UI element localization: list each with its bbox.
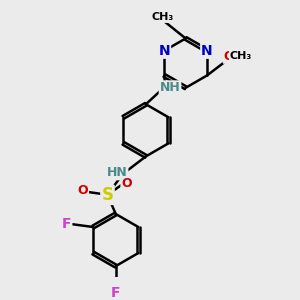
Text: O: O: [77, 184, 88, 197]
Text: CH₃: CH₃: [151, 12, 173, 22]
Text: HN: HN: [107, 166, 128, 179]
Text: S: S: [101, 186, 113, 204]
Text: F: F: [111, 286, 121, 300]
Text: N: N: [201, 44, 213, 58]
Text: O: O: [224, 50, 234, 63]
Text: F: F: [62, 217, 71, 231]
Text: N: N: [158, 44, 170, 58]
Text: O: O: [122, 177, 132, 190]
Text: CH₃: CH₃: [230, 51, 252, 61]
Text: NH: NH: [160, 81, 180, 94]
